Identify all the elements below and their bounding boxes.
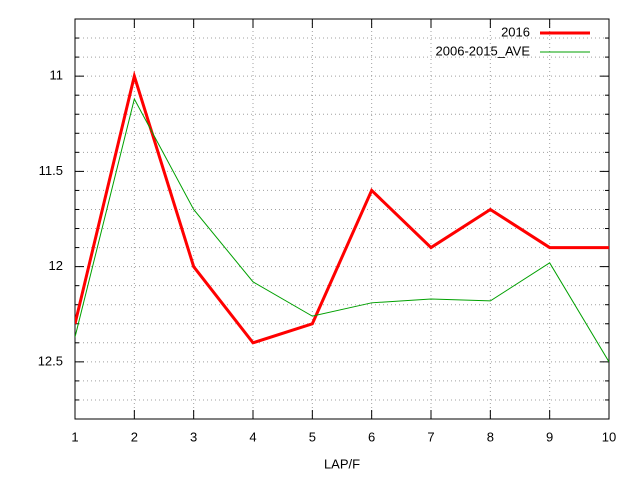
x-tick-label: 4 [249,429,256,444]
x-tick-label: 7 [427,429,434,444]
y-tick-label: 11.5 [39,163,63,178]
x-tick-label: 10 [602,429,616,444]
plot-frame [74,18,610,420]
x-tick-label: 1 [71,429,78,444]
x-axis-label: LAP/F [324,456,360,471]
x-tick-label: 9 [546,429,553,444]
y-tick-label: 11 [50,68,64,83]
x-tick-label: 6 [368,429,375,444]
x-tick-label: 8 [487,429,494,444]
data-line [75,70,609,345]
x-tick-label: 3 [190,429,197,444]
x-tick-label: 5 [309,429,316,444]
legend-label: 2016 [501,24,530,39]
data-line [75,97,609,363]
y-tick-label: 12.5 [38,353,63,368]
legend-label: 2006-2015_AVE [436,43,531,58]
y-tick-label: 12 [49,258,63,273]
x-tick-label: 2 [131,429,138,444]
